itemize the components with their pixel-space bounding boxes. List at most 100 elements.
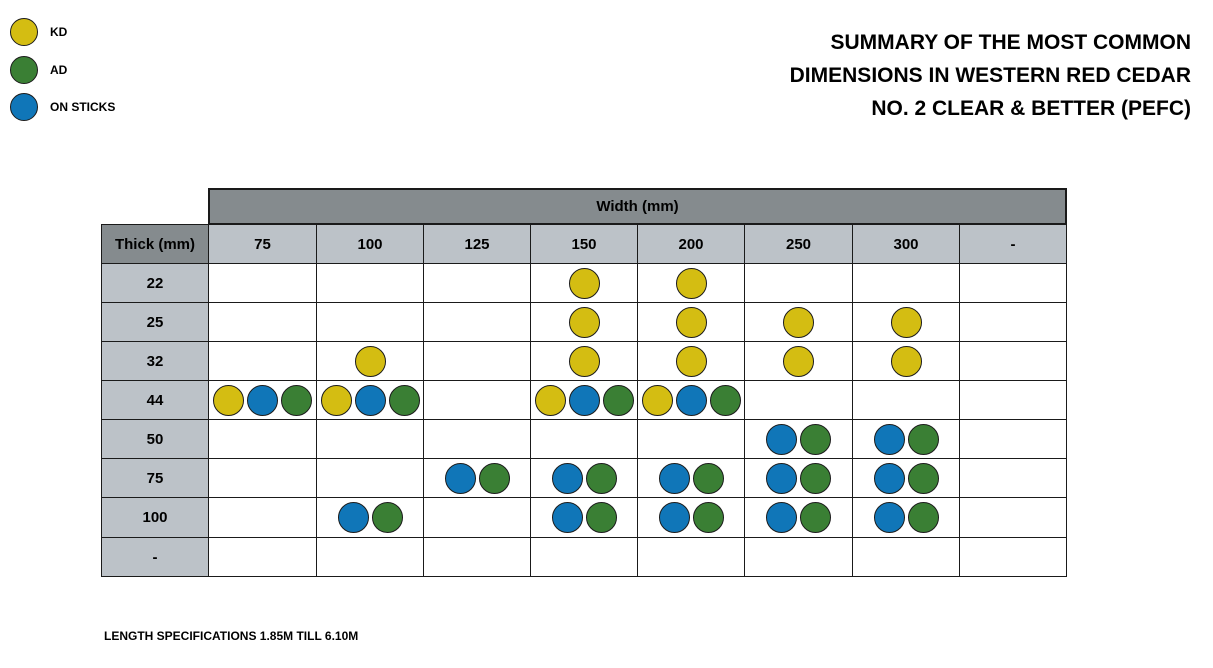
legend-item-ad: AD xyxy=(10,56,67,84)
on-sticks-dot-icon xyxy=(551,502,583,533)
availability-markers xyxy=(658,502,724,533)
kd-dot-icon xyxy=(783,306,814,338)
row-header-25: 25 xyxy=(101,302,209,342)
table-cell xyxy=(423,497,531,538)
table-cell xyxy=(530,537,638,577)
availability-markers xyxy=(213,384,312,416)
table-cell xyxy=(530,458,638,498)
kd-dot-icon xyxy=(10,18,38,46)
availability-markers xyxy=(783,345,814,377)
table-cell xyxy=(852,537,960,577)
row-header-50: 50 xyxy=(101,419,209,459)
row-header-75: 75 xyxy=(101,458,209,498)
table-cell xyxy=(959,341,1067,381)
availability-markers xyxy=(320,384,420,416)
kd-dot-icon xyxy=(568,306,600,338)
table-cell xyxy=(852,419,960,459)
availability-markers xyxy=(568,267,600,299)
on-sticks-dot-icon xyxy=(568,384,600,416)
table-cell xyxy=(316,537,424,577)
availability-markers xyxy=(551,502,617,533)
table-cell xyxy=(530,341,638,381)
table-cell xyxy=(423,263,531,303)
availability-markers xyxy=(675,267,707,299)
ad-dot-icon xyxy=(907,423,939,455)
table-cell xyxy=(959,380,1067,420)
table-cell xyxy=(852,380,960,420)
column-header-250: 250 xyxy=(744,224,853,264)
kd-dot-icon xyxy=(320,384,352,416)
table-cell xyxy=(530,302,638,342)
table-cell xyxy=(959,497,1067,538)
ad-dot-icon xyxy=(388,384,420,416)
column-header-100: 100 xyxy=(316,224,424,264)
availability-markers xyxy=(766,423,831,455)
table-cell xyxy=(208,302,317,342)
column-header-150: 150 xyxy=(530,224,638,264)
kd-dot-icon xyxy=(568,267,600,299)
availability-markers xyxy=(766,462,831,494)
table-cell xyxy=(316,380,424,420)
table-cell xyxy=(637,497,745,538)
table-cell xyxy=(530,497,638,538)
row-header-blank: - xyxy=(101,537,209,577)
legend-label-on-sticks: ON STICKS xyxy=(50,100,116,114)
table-cell xyxy=(530,263,638,303)
table-cell xyxy=(423,458,531,498)
on-sticks-dot-icon xyxy=(766,462,797,494)
ad-dot-icon xyxy=(281,384,312,416)
ad-dot-icon xyxy=(709,384,741,416)
kd-dot-icon xyxy=(783,345,814,377)
table-cell xyxy=(852,458,960,498)
availability-markers xyxy=(873,502,939,533)
row-header-44: 44 xyxy=(101,380,209,420)
ad-dot-icon xyxy=(907,462,939,494)
row-header-100: 100 xyxy=(101,497,209,538)
ad-dot-icon xyxy=(585,502,617,533)
table-cell xyxy=(423,419,531,459)
on-sticks-dot-icon xyxy=(873,462,905,494)
ad-dot-icon xyxy=(800,462,831,494)
length-specifications-note: LENGTH SPECIFICATIONS 1.85M TILL 6.10M xyxy=(104,629,359,643)
table-cell xyxy=(316,263,424,303)
legend-item-on-sticks: ON STICKS xyxy=(10,93,115,121)
table-cell xyxy=(423,537,531,577)
table-cell xyxy=(208,380,317,420)
table-cell xyxy=(637,419,745,459)
availability-markers xyxy=(890,345,922,377)
table-cell xyxy=(530,419,638,459)
table-cell xyxy=(530,380,638,420)
ad-dot-icon xyxy=(800,502,831,533)
availability-markers xyxy=(675,306,707,338)
availability-markers xyxy=(534,384,634,416)
ad-dot-icon xyxy=(371,502,403,533)
table-cell xyxy=(959,537,1067,577)
column-header-blank: - xyxy=(959,224,1067,264)
on-sticks-dot-icon xyxy=(444,462,476,494)
table-cell xyxy=(744,419,853,459)
availability-markers xyxy=(641,384,741,416)
ad-dot-icon xyxy=(602,384,634,416)
column-header-75: 75 xyxy=(208,224,317,264)
table-cell xyxy=(637,302,745,342)
table-cell xyxy=(316,341,424,381)
table-cell xyxy=(208,497,317,538)
kd-dot-icon xyxy=(568,345,600,377)
on-sticks-dot-icon xyxy=(247,384,278,416)
table-cell xyxy=(637,380,745,420)
ad-dot-icon xyxy=(907,502,939,533)
on-sticks-dot-icon xyxy=(873,423,905,455)
availability-markers xyxy=(873,423,939,455)
ad-dot-icon xyxy=(692,502,724,533)
thick-header: Thick (mm) xyxy=(101,224,209,264)
availability-markers xyxy=(444,462,510,494)
kd-dot-icon xyxy=(675,267,707,299)
table-cell xyxy=(637,537,745,577)
table-cell xyxy=(637,263,745,303)
legend-label-kd: KD xyxy=(50,25,68,39)
table-cell xyxy=(744,497,853,538)
on-sticks-dot-icon xyxy=(337,502,369,533)
table-cell xyxy=(316,419,424,459)
on-sticks-dot-icon xyxy=(766,502,797,533)
table-cell xyxy=(852,263,960,303)
